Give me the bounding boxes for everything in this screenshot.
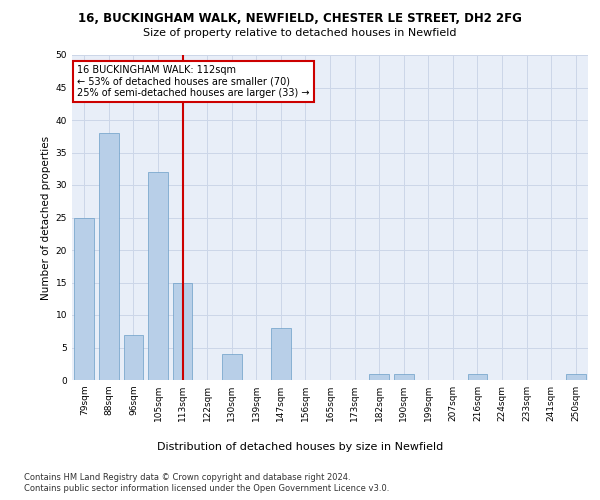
Y-axis label: Number of detached properties: Number of detached properties: [41, 136, 52, 300]
Bar: [370, 374, 389, 380]
Text: 16, BUCKINGHAM WALK, NEWFIELD, CHESTER LE STREET, DH2 2FG: 16, BUCKINGHAM WALK, NEWFIELD, CHESTER L…: [78, 12, 522, 26]
Bar: [99, 133, 119, 380]
Text: Contains HM Land Registry data © Crown copyright and database right 2024.: Contains HM Land Registry data © Crown c…: [24, 472, 350, 482]
Text: Size of property relative to detached houses in Newfield: Size of property relative to detached ho…: [143, 28, 457, 38]
Bar: [124, 334, 143, 380]
Bar: [467, 374, 487, 380]
Bar: [271, 328, 290, 380]
Bar: [148, 172, 168, 380]
Bar: [222, 354, 242, 380]
Bar: [173, 282, 193, 380]
Bar: [566, 374, 586, 380]
Bar: [74, 218, 94, 380]
Bar: [394, 374, 413, 380]
Text: 16 BUCKINGHAM WALK: 112sqm
← 53% of detached houses are smaller (70)
25% of semi: 16 BUCKINGHAM WALK: 112sqm ← 53% of deta…: [77, 64, 310, 98]
Text: Distribution of detached houses by size in Newfield: Distribution of detached houses by size …: [157, 442, 443, 452]
Text: Contains public sector information licensed under the Open Government Licence v3: Contains public sector information licen…: [24, 484, 389, 493]
